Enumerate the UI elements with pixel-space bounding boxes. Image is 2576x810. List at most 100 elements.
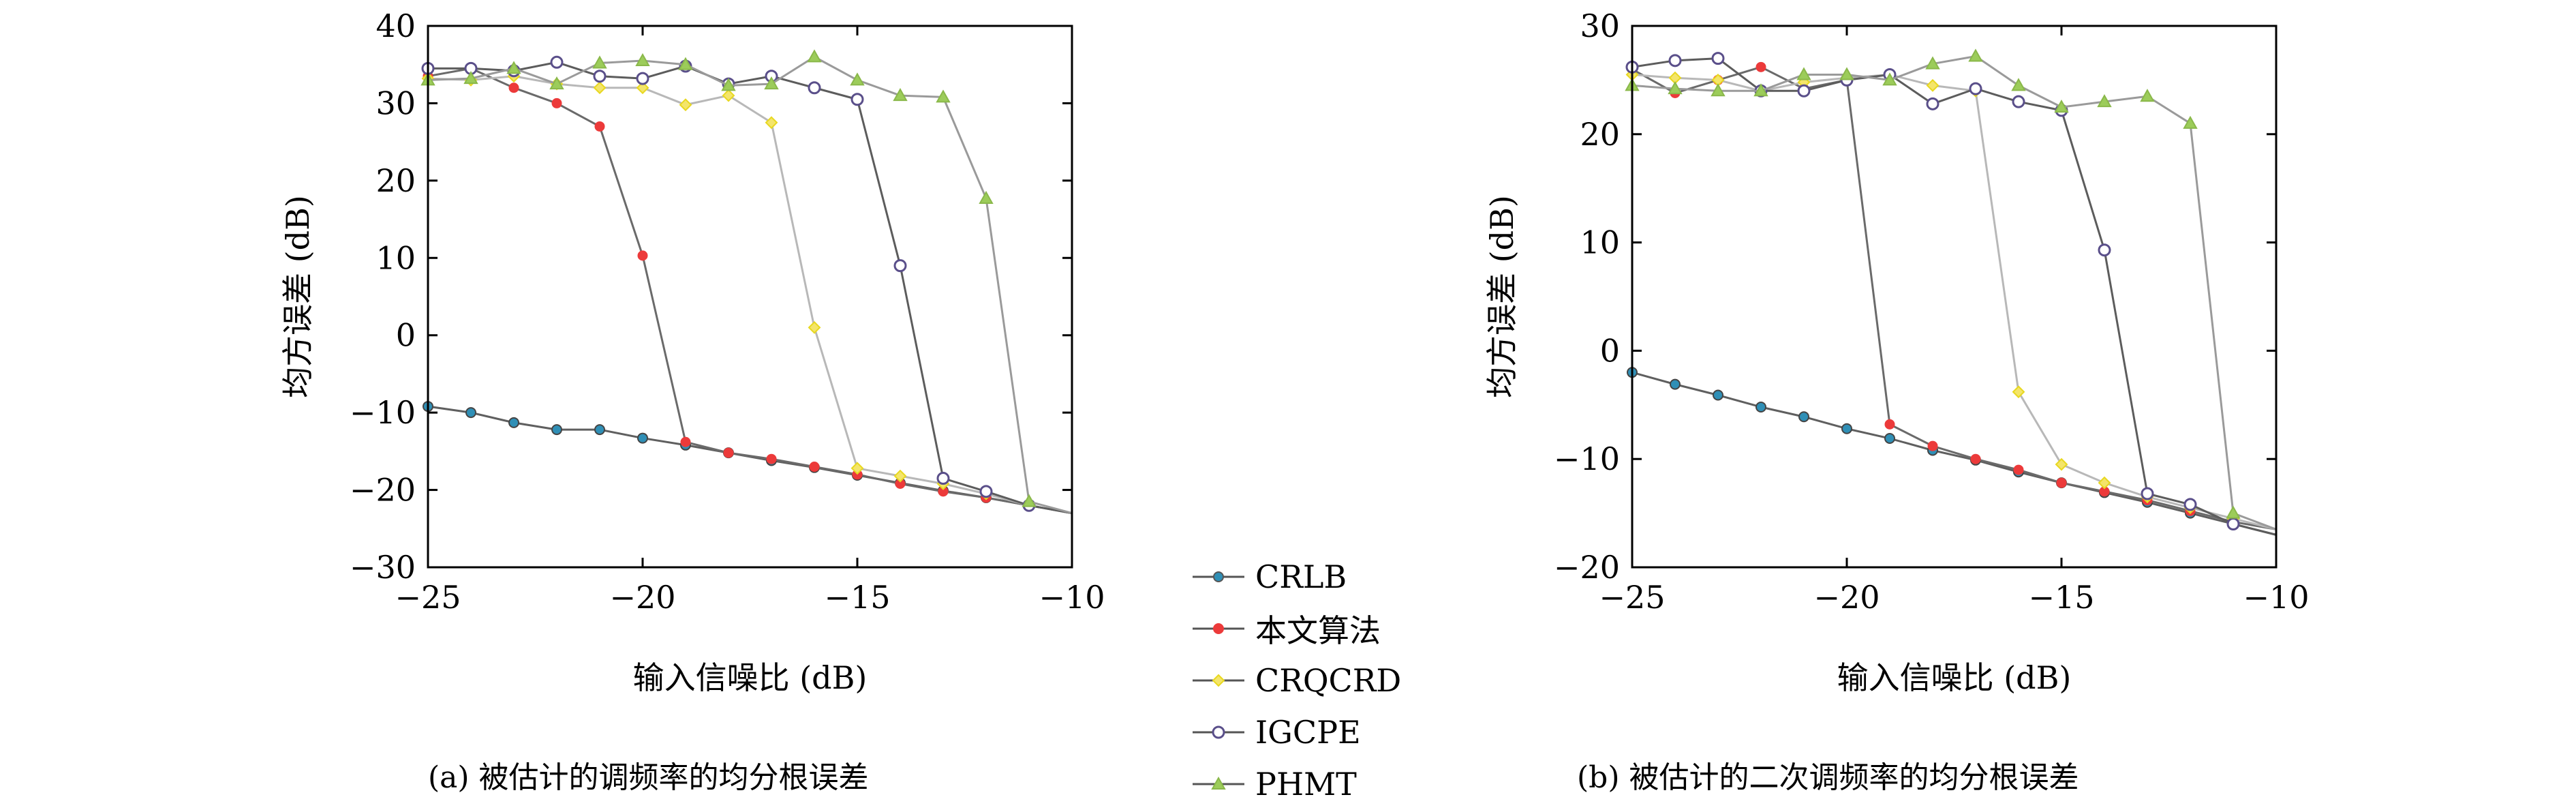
point-a-2-7	[722, 89, 735, 102]
chart-panel-a: −30 −20 −10 0 10 20 30 40 −25 −20 −15 −10 输入信噪比 (dB)…	[279, 7, 1105, 696]
point-b-0-3	[1755, 401, 1766, 412]
series-line-a-1	[427, 67, 1073, 515]
point-b-0-2	[1713, 389, 1723, 401]
point-a-4-6	[678, 57, 693, 70]
legend: CRLB 本文算法 CRQCRD IGCPE PHMT	[1191, 551, 1401, 810]
legend-label-crlb: CRLB	[1255, 558, 1347, 595]
x-tick-label-a-2: −15	[824, 579, 890, 616]
point-a-1-9	[809, 462, 820, 472]
point-a-3-4	[593, 70, 607, 83]
legend-swatch-proposed	[1193, 623, 1244, 634]
point-b-4-7	[1925, 56, 1940, 70]
point-b-4-12	[2140, 89, 2155, 102]
point-b-2-9	[2012, 385, 2025, 399]
point-b-2-7	[1926, 78, 1939, 92]
x-tick-label-b-0: −25	[1599, 579, 1665, 616]
legend-swatch-igcpe	[1193, 725, 1244, 739]
series-b-3	[1625, 52, 2277, 536]
x-tick-label-b-2: −15	[2028, 579, 2094, 616]
point-a-2-8	[765, 116, 778, 130]
series-a-3	[421, 55, 1073, 515]
legend-item-proposed: 本文算法	[1191, 603, 1401, 655]
legend-label-crqcrd: CRQCRD	[1255, 662, 1402, 699]
point-b-3-11	[2098, 243, 2111, 257]
point-b-0-6	[1884, 433, 1895, 445]
point-a-4-11	[893, 88, 908, 102]
point-a-4-14	[1022, 494, 1037, 507]
axes-frame-b	[1631, 25, 2278, 569]
point-a-1-8	[766, 453, 777, 464]
x-tick-label-a-0: −25	[395, 579, 461, 616]
series-a-1	[423, 63, 1073, 515]
legend-item-igcpe: IGCPE	[1191, 706, 1401, 758]
series-b-4	[1625, 48, 2277, 530]
point-b-1-8	[1970, 453, 1981, 464]
point-a-1-3	[551, 97, 562, 108]
point-a-4-10	[850, 72, 865, 86]
x-tick-label-a-1: −20	[609, 579, 675, 616]
point-b-1-9	[2013, 464, 2024, 475]
legend-item-phmt: PHMT	[1191, 758, 1401, 810]
series-line-b-2	[1631, 73, 2277, 530]
point-b-4-2	[1711, 83, 1726, 97]
legend-swatch-crlb	[1193, 571, 1244, 582]
point-a-2-4	[593, 81, 607, 95]
point-a-2-10	[850, 462, 864, 475]
series-line-b-0	[1631, 371, 2277, 536]
point-a-4-13	[979, 190, 994, 204]
legend-item-crqcrd: CRQCRD	[1191, 655, 1401, 706]
legend-swatch-phmt	[1193, 776, 1244, 790]
point-b-3-9	[2012, 95, 2025, 108]
legend-label-proposed: 本文算法	[1255, 612, 1381, 649]
y-tick-label-b-2: 0	[1600, 332, 1620, 369]
legend-label-phmt: PHMT	[1255, 766, 1357, 802]
point-a-3-11	[893, 259, 907, 273]
point-b-2-10	[2055, 457, 2068, 471]
point-b-4-14	[2226, 505, 2241, 519]
point-b-4-11	[2097, 94, 2112, 108]
point-a-1-6	[680, 436, 691, 447]
x-tick-label-b-1: −20	[1813, 579, 1880, 616]
point-b-4-13	[2183, 115, 2198, 129]
point-a-4-4	[592, 55, 607, 69]
point-a-0-4	[594, 424, 605, 436]
point-b-4-9	[2011, 78, 2026, 91]
y-tick-label-a-6: 30	[375, 85, 416, 121]
y-tick-label-b-3: 10	[1580, 224, 1620, 261]
x-tick-label-b-3: −10	[2243, 579, 2309, 616]
series-line-b-1	[1631, 65, 2277, 530]
y-tick-label-a-5: 20	[375, 162, 416, 199]
x-axis-label-b: 输入信噪比 (dB)	[1837, 659, 2072, 696]
point-b-4-8	[1968, 48, 1983, 62]
series-line-b-4	[1631, 55, 2277, 530]
y-tick-label-a-1: −20	[350, 472, 416, 509]
y-tick-label-a-3: 0	[396, 317, 416, 354]
point-b-3-13	[2183, 498, 2197, 511]
point-a-0-1	[465, 407, 476, 419]
series-b-2	[1625, 68, 2277, 530]
point-a-0-5	[637, 432, 648, 444]
point-a-2-6	[679, 98, 692, 112]
point-b-3-8	[1969, 82, 1982, 95]
point-a-4-8	[764, 76, 779, 90]
point-a-4-12	[936, 89, 951, 103]
point-a-2-9	[808, 320, 821, 334]
point-b-3-12	[2141, 487, 2154, 500]
point-a-3-3	[550, 55, 564, 69]
point-b-3-2	[1711, 52, 1725, 65]
y-tick-label-a-0: −30	[350, 549, 416, 586]
point-a-0-3	[551, 424, 562, 436]
y-tick-label-b-4: 20	[1580, 116, 1620, 153]
point-a-4-9	[807, 49, 822, 63]
legend-swatch-crqcrd	[1193, 674, 1244, 687]
series-line-a-3	[428, 61, 1073, 515]
y-tick-label-a-2: −10	[350, 394, 416, 431]
point-b-4-5	[1839, 67, 1854, 80]
point-a-3-13	[979, 485, 993, 498]
point-b-4-4	[1796, 67, 1811, 80]
series-line-b-3	[1631, 57, 2277, 536]
y-tick-label-a-4: 10	[375, 239, 416, 276]
series-b-1	[1627, 61, 2277, 530]
